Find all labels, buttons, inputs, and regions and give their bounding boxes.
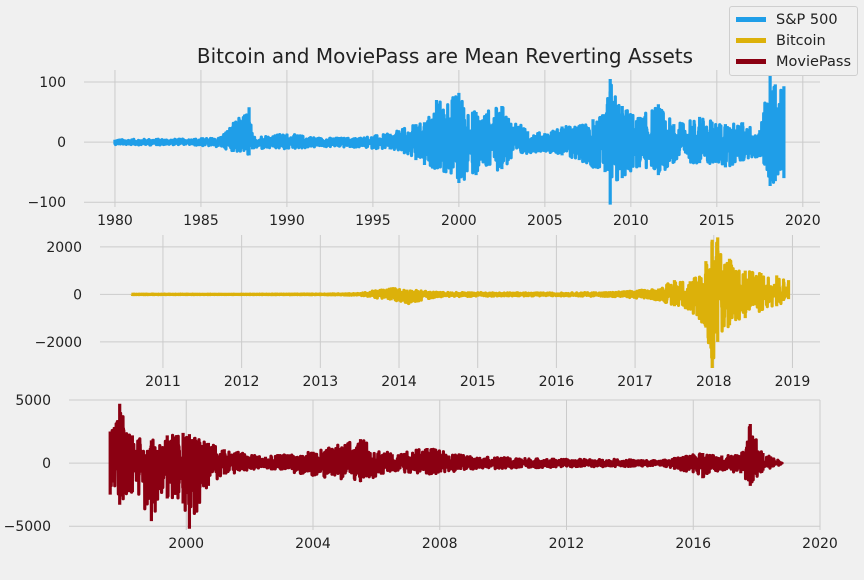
x-tick-label: 2008: [422, 536, 458, 552]
legend-item-sp500: S&P 500: [736, 9, 851, 30]
legend-swatch-bitcoin: [736, 38, 766, 43]
x-tick-label: 2019: [775, 374, 811, 390]
legend-swatch-sp500: [736, 17, 766, 22]
x-tick-label: 2020: [802, 536, 838, 552]
x-tick-label: 2018: [696, 374, 732, 390]
x-tick-label: 1990: [269, 213, 305, 229]
x-tick-label: 2016: [675, 536, 711, 552]
x-tick-label: 2000: [441, 213, 477, 229]
y-tick-label: 2000: [46, 240, 82, 256]
x-tick-label: 1985: [183, 213, 219, 229]
x-tick-label: 2015: [699, 213, 735, 229]
series-line-bitcoin: [129, 237, 791, 368]
legend-item-moviepass: MoviePass: [736, 51, 851, 72]
series-line-s-p-500: [113, 74, 786, 205]
y-tick-label: 0: [73, 287, 82, 303]
x-tick-label: 2012: [224, 374, 260, 390]
legend: S&P 500 Bitcoin MoviePass: [729, 6, 858, 76]
x-tick-label: 1980: [97, 213, 133, 229]
x-tick-label: 2012: [549, 536, 585, 552]
legend-label-sp500: S&P 500: [776, 11, 838, 28]
y-tick-label: 0: [42, 456, 51, 472]
legend-swatch-moviepass: [736, 59, 766, 64]
panel-1: 1980 1985 1990 1995 2000 2005 2010 2015 2020 −100…: [28, 70, 821, 229]
panel-2: 2011 2012 2013 2014 2015 2016 2017 2018 2019 −200…: [35, 235, 820, 390]
x-tick-label: 2015: [460, 374, 496, 390]
x-tick-label: 2005: [527, 213, 563, 229]
x-tick-label: 2010: [613, 213, 649, 229]
legend-label-bitcoin: Bitcoin: [776, 32, 826, 49]
y-tick-label: −2000: [35, 335, 82, 351]
y-tick-label: 0: [57, 135, 66, 151]
panel-3: 2000 2004 2008 2012 2016 2020 −5000 0 5000: [4, 393, 838, 552]
legend-label-moviepass: MoviePass: [776, 53, 851, 70]
x-tick-label: 2011: [145, 374, 181, 390]
legend-item-bitcoin: Bitcoin: [736, 30, 851, 51]
y-tick-label: 100: [39, 75, 66, 91]
x-tick-label: 2020: [785, 213, 821, 229]
x-tick-label: 2016: [539, 374, 575, 390]
series-line-moviepass: [108, 403, 784, 529]
chart-title: Bitcoin and MoviePass are Mean Reverting…: [197, 44, 693, 68]
y-tick-label: 5000: [15, 393, 51, 409]
x-tick-label: 2013: [303, 374, 339, 390]
x-tick-label: 2004: [295, 536, 331, 552]
y-tick-label: −100: [28, 195, 66, 211]
x-tick-label: 2000: [168, 536, 204, 552]
x-tick-label: 2014: [381, 374, 417, 390]
y-tick-label: −5000: [4, 519, 51, 535]
x-tick-label: 2017: [617, 374, 653, 390]
x-tick-label: 1995: [355, 213, 391, 229]
